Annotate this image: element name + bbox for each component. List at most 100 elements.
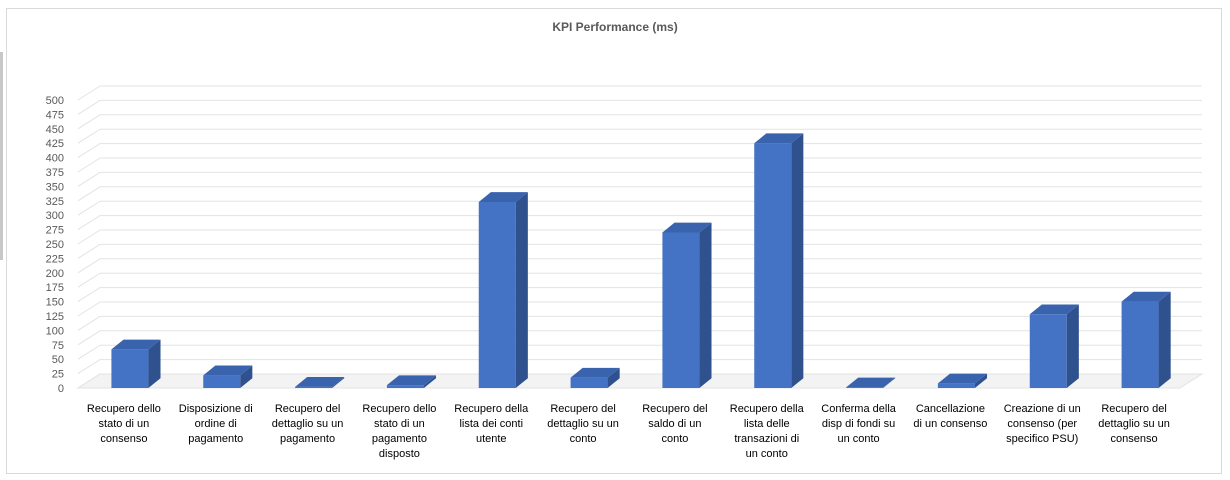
bar-front <box>754 143 792 388</box>
x-tick-label: Recupero dello stato di un pagamento dispos… <box>362 403 436 460</box>
x-tick-label: Recupero del dettaglio su un pagamento <box>272 403 344 445</box>
x-tick-label-line: conto <box>570 433 597 445</box>
gridline <box>77 229 1202 245</box>
bar-side <box>423 375 437 388</box>
bar-side <box>883 377 896 388</box>
gridline <box>77 99 1202 115</box>
bar-side <box>699 222 712 388</box>
bar-top <box>754 133 804 144</box>
x-tick-label-line: specifico PSU) <box>1006 433 1078 445</box>
x-tick-label-line: Recupero della <box>454 403 529 415</box>
bar-top <box>478 192 528 202</box>
y-tick-label: 475 <box>46 109 64 121</box>
x-tick-label: Recupero della lista dei conti utente <box>454 403 529 445</box>
bar-side <box>1066 304 1079 388</box>
x-tick-label-line: Recupero del <box>275 403 340 415</box>
bar-side <box>515 192 528 388</box>
x-tick-label-line: dettaglio su un <box>1098 418 1170 430</box>
bar-top <box>1121 291 1171 302</box>
bar-front <box>478 201 516 388</box>
bar-top <box>295 377 345 387</box>
gridline <box>77 287 1202 303</box>
y-axis-ticks: 0 25 50 75 100 125 150 175 200 225 250 275 300 325 350… <box>46 95 64 395</box>
x-tick-label-line: consenso <box>1111 433 1158 445</box>
gridline <box>77 272 1202 288</box>
bar <box>1121 291 1171 388</box>
y-tick-label: 350 <box>46 181 64 193</box>
x-tick-label-line: ordine di <box>195 418 237 430</box>
gridline <box>77 85 1202 101</box>
x-tick-label-line: consenso (per <box>1007 418 1077 430</box>
x-tick-label: Recupero del dettaglio su un consenso <box>1098 403 1170 445</box>
bar-top <box>846 377 896 388</box>
x-tick-label-line: disposto <box>379 448 420 460</box>
x-axis-labels: Recupero dello stato di un consenso Disposi… <box>87 403 1170 460</box>
bar <box>570 367 620 388</box>
y-tick-label: 300 <box>46 210 64 222</box>
y-tick-label: 175 <box>46 282 64 294</box>
bar-side <box>332 377 345 388</box>
bar-top <box>937 373 988 384</box>
x-tick-label-line: un conto <box>837 433 879 445</box>
bar-top <box>662 222 712 233</box>
x-tick-label: Creazione di un consenso (per specifico PS… <box>1004 403 1081 445</box>
bar <box>846 377 896 388</box>
x-tick-label-line: pagamento <box>188 433 243 445</box>
gridline <box>77 359 1202 375</box>
x-tick-label-line: stato di un <box>99 418 150 430</box>
gridline <box>77 215 1202 231</box>
bar <box>754 133 804 388</box>
x-tick-label-line: lista dei conti <box>459 418 523 430</box>
y-tick-label: 25 <box>52 369 64 381</box>
bar-front <box>295 386 333 388</box>
bar-front <box>846 387 884 388</box>
gridline <box>77 315 1202 331</box>
y-tick-label: 250 <box>46 239 64 251</box>
y-tick-label: 425 <box>46 138 64 150</box>
x-tick-label-line: pagamento <box>280 433 335 445</box>
x-tick-label-line: Recupero del <box>1101 403 1166 415</box>
bar-side <box>1158 291 1171 388</box>
bar-front <box>1029 314 1067 388</box>
x-tick-label: Recupero del dettaglio su un conto <box>547 403 619 445</box>
x-tick-label-line: dettaglio su un <box>272 418 344 430</box>
x-tick-label-line: utente <box>476 433 507 445</box>
x-tick-label: Conferma della disp di fondi su un conto <box>821 403 896 445</box>
bar <box>386 375 437 388</box>
bar-side <box>148 339 161 388</box>
x-tick-label-line: conto <box>661 433 688 445</box>
bar <box>295 377 345 388</box>
bar-front <box>937 383 975 388</box>
y-tick-label: 50 <box>52 354 64 366</box>
y-tick-label: 500 <box>46 95 64 107</box>
chart-floor <box>76 373 1204 389</box>
y-tick-label: 275 <box>46 225 64 237</box>
bar <box>1029 304 1079 388</box>
x-tick-label-line: Recupero della <box>730 403 805 415</box>
bar-front <box>203 375 241 388</box>
bar <box>111 339 161 388</box>
bars <box>111 133 1171 388</box>
x-tick-label: Cancellazione di un consenso <box>913 403 987 430</box>
x-tick-label: Recupero del saldo di un conto <box>642 403 707 445</box>
bar <box>937 373 988 388</box>
x-tick-label-line: lista delle <box>744 418 790 430</box>
gridlines <box>77 85 1202 389</box>
x-tick-label-line: Recupero del <box>642 403 707 415</box>
y-tick-label: 375 <box>46 167 64 179</box>
bar-top <box>386 375 437 386</box>
y-tick-label: 200 <box>46 268 64 280</box>
x-tick-label-line: stato di un <box>374 418 425 430</box>
x-tick-label-line: Creazione di un <box>1004 403 1081 415</box>
y-tick-label: 150 <box>46 297 64 309</box>
bar-side <box>974 373 988 388</box>
x-tick-label-line: disp di fondi su <box>822 418 895 430</box>
y-tick-label: 325 <box>46 196 64 208</box>
gridline <box>77 186 1202 202</box>
bar-front <box>570 377 608 388</box>
gridline <box>77 171 1202 187</box>
x-tick-label-line: dettaglio su un <box>547 418 619 430</box>
gridline <box>77 200 1202 216</box>
chart-title: KPI Performance (ms) <box>552 20 678 34</box>
